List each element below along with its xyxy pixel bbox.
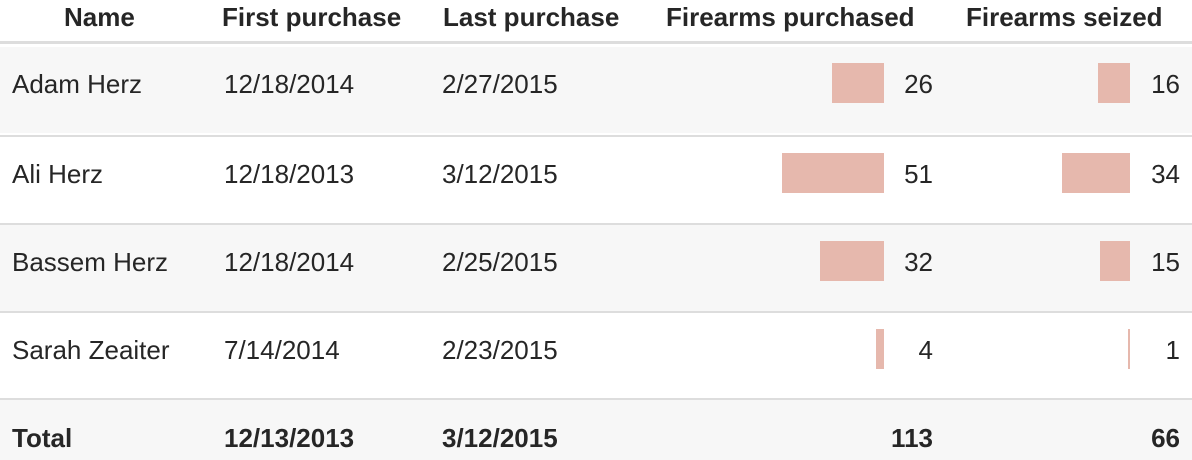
cell-last-purchase: 2/25/2015 [442, 247, 558, 277]
header-first-purchase: First purchase [222, 2, 402, 32]
cell-firearms-seized: 15 [1151, 247, 1180, 277]
seized-bar [1100, 241, 1130, 281]
cell-name: Adam Herz [12, 69, 143, 99]
cell-first-purchase: 12/18/2014 [224, 69, 355, 99]
header-name: Name [64, 2, 135, 32]
cell-name: Bassem Herz [12, 247, 169, 277]
seized-bar [1062, 153, 1130, 193]
header-firearms-seized: Firearms seized [966, 2, 1163, 32]
cell-firearms-seized: 16 [1151, 69, 1180, 99]
table-row: Ali Herz 12/18/2013 3/12/2015 51 34 [0, 135, 1192, 223]
cell-firearms-purchased: 32 [904, 247, 933, 277]
total-row: Total 12/13/2013 3/12/2015 113 66 [0, 398, 1192, 460]
cell-last-purchase: 2/27/2015 [442, 69, 558, 99]
cell-last-purchase: 3/12/2015 [442, 159, 558, 189]
table-header: Name First purchase Last purchase Firear… [0, 0, 1192, 44]
table-row: Bassem Herz 12/18/2014 2/25/2015 32 15 [0, 223, 1192, 311]
cell-first-purchase: 7/14/2014 [224, 335, 340, 365]
seized-bar [1128, 329, 1130, 369]
cell-name: Ali Herz [12, 159, 104, 189]
total-firearms-seized: 66 [1151, 423, 1180, 453]
seized-bar [1098, 63, 1130, 103]
cell-first-purchase: 12/18/2013 [224, 159, 355, 189]
purchased-bar [782, 153, 884, 193]
header-last-purchase: Last purchase [443, 2, 620, 32]
purchased-bar [876, 329, 884, 369]
cell-firearms-purchased: 51 [904, 159, 933, 189]
header-firearms-purchased: Firearms purchased [666, 2, 915, 32]
total-firearms-purchased: 113 [891, 423, 933, 453]
table-row: Sarah Zeaiter 7/14/2014 2/23/2015 4 1 [0, 311, 1192, 399]
cell-last-purchase: 2/23/2015 [442, 335, 558, 365]
cell-firearms-purchased: 26 [904, 69, 933, 99]
cell-first-purchase: 12/18/2014 [224, 247, 355, 277]
purchased-bar [820, 241, 884, 281]
cell-firearms-seized: 34 [1151, 159, 1180, 189]
cell-firearms-seized: 1 [1165, 335, 1180, 365]
total-first-purchase: 12/13/2013 [224, 423, 355, 453]
cell-name: Sarah Zeaiter [12, 335, 170, 365]
total-label: Total [12, 423, 73, 453]
purchased-bar [832, 63, 884, 103]
table-row: Adam Herz 12/18/2014 2/27/2015 26 16 [0, 47, 1192, 133]
cell-firearms-purchased: 4 [918, 335, 933, 365]
total-last-purchase: 3/12/2015 [442, 423, 558, 453]
